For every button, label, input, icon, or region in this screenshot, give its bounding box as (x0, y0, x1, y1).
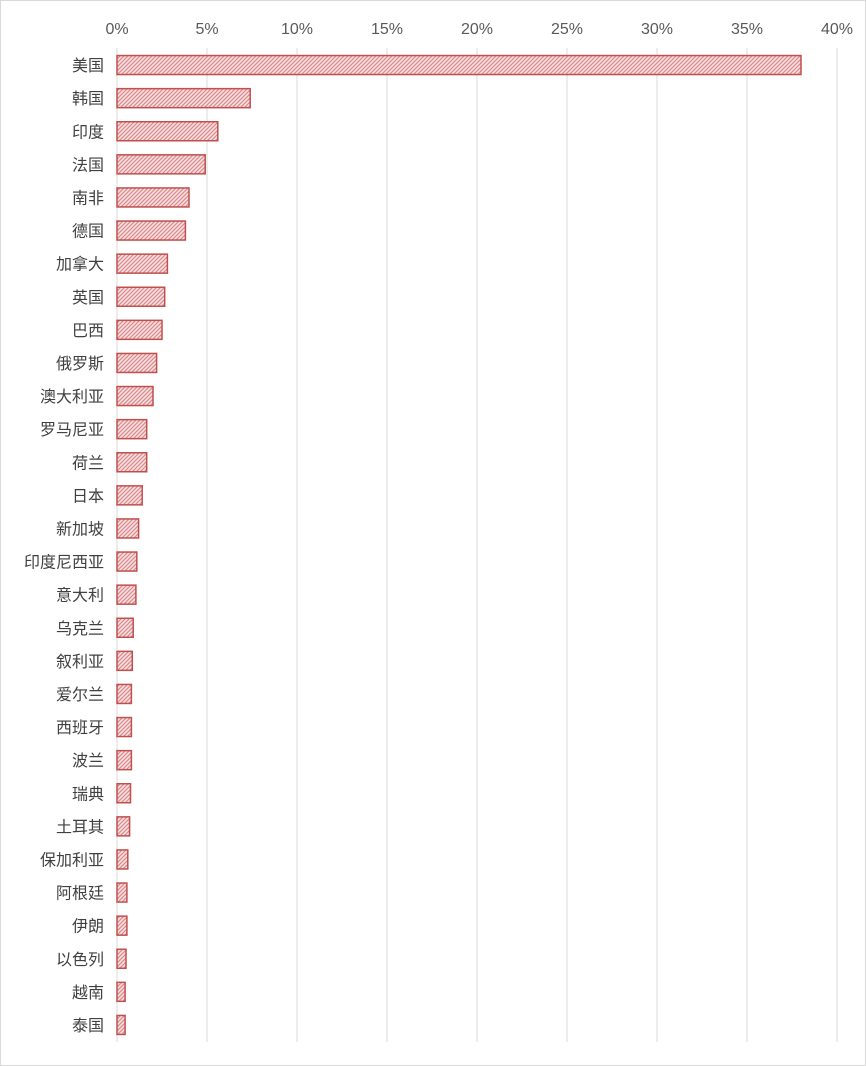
bar (116, 220, 187, 241)
category-label: 越南 (72, 983, 104, 1002)
bar (116, 352, 158, 374)
bar (116, 518, 140, 539)
bar (116, 385, 154, 407)
category-label: 阿根廷 (56, 884, 104, 903)
category-label: 美国 (72, 56, 104, 75)
bar (116, 187, 190, 208)
bar (116, 981, 126, 1003)
category-label: 印度 (72, 122, 104, 141)
bar (116, 849, 129, 870)
x-tick-label: 20% (461, 21, 493, 38)
gridlines (116, 48, 838, 1042)
bar (116, 650, 134, 672)
category-labels: 美国韩国印度法国南非德国加拿大英国巴西俄罗斯澳大利亚罗马尼亚荷兰日本新加坡印度尼… (24, 56, 104, 1035)
bar (116, 617, 134, 638)
bar (116, 418, 148, 440)
category-label: 保加利亚 (40, 850, 104, 869)
bar (116, 286, 166, 307)
category-label: 南非 (72, 188, 104, 207)
category-label: 德国 (72, 222, 104, 241)
category-label: 乌克兰 (56, 619, 104, 638)
bar (116, 452, 148, 473)
bar (116, 915, 128, 936)
category-label: 俄罗斯 (56, 354, 104, 373)
category-label: 瑞典 (72, 784, 104, 803)
bars (116, 54, 802, 1036)
category-label: 澳大利亚 (40, 387, 104, 406)
bar (116, 551, 138, 572)
category-label: 泰国 (72, 1016, 104, 1035)
category-label: 意大利 (56, 586, 104, 605)
category-label: 荷兰 (72, 453, 104, 472)
category-label: 韩国 (72, 89, 104, 108)
category-label: 伊朗 (72, 917, 104, 936)
bar (116, 683, 133, 705)
category-label: 日本 (72, 486, 104, 505)
category-label: 土耳其 (56, 817, 104, 836)
category-label: 西班牙 (56, 718, 104, 737)
bar (116, 485, 143, 506)
category-label: 以色列 (56, 950, 104, 969)
category-label: 罗马尼亚 (40, 420, 104, 439)
x-tick-label: 5% (195, 21, 218, 38)
category-label: 爱尔兰 (56, 685, 104, 704)
x-axis-tick-labels: 0% 5% 10% 15% 20% 25% 30% 35% 40% (105, 21, 853, 38)
bar (116, 749, 133, 771)
x-tick-label: 25% (551, 21, 583, 38)
bar (116, 121, 219, 142)
x-tick-label: 15% (371, 21, 403, 38)
category-label: 法国 (72, 155, 104, 174)
x-tick-label: 30% (641, 21, 673, 38)
bar (116, 783, 132, 804)
category-label: 印度尼西亚 (24, 553, 104, 572)
bar (116, 54, 802, 76)
x-tick-label: 40% (821, 21, 853, 38)
bar (116, 253, 169, 274)
x-tick-label: 10% (281, 21, 313, 38)
bar (116, 948, 127, 969)
bar (116, 319, 163, 341)
category-label: 波兰 (72, 751, 104, 770)
bar (116, 87, 251, 109)
category-label: 加拿大 (56, 255, 104, 274)
bar (116, 816, 131, 837)
bar (116, 882, 128, 903)
category-label: 英国 (72, 288, 104, 307)
category-label: 巴西 (72, 321, 104, 340)
category-label: 叙利亚 (56, 652, 104, 671)
bar (116, 716, 133, 738)
bar (116, 154, 206, 175)
x-tick-label: 0% (105, 21, 128, 38)
x-tick-label: 35% (731, 21, 763, 38)
category-label: 新加坡 (56, 519, 104, 538)
bar (116, 1014, 126, 1036)
bar (116, 584, 137, 605)
